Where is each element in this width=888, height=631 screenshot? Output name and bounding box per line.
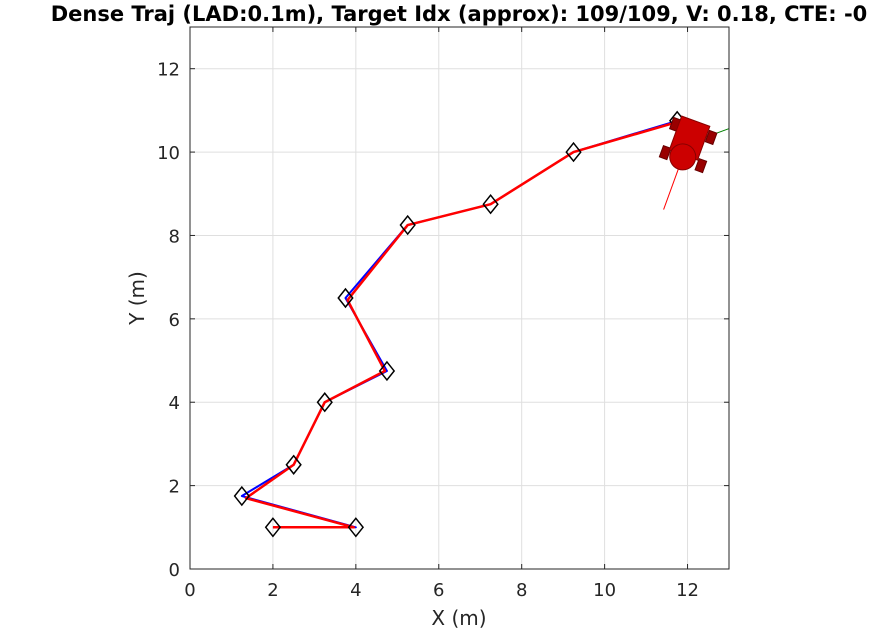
chart-title: Dense Traj (LAD:0.1m), Target Idx (appro… xyxy=(51,2,868,26)
waypoint-marker xyxy=(347,517,365,538)
y-tick-label: 12 xyxy=(157,60,180,81)
y-axis-label: Y (m) xyxy=(125,271,149,326)
vehicle-wheel xyxy=(694,157,708,174)
x-axis-label: X (m) xyxy=(431,606,486,630)
vehicle-wheel xyxy=(658,144,672,161)
y-tick-label: 0 xyxy=(169,560,180,581)
vehicle xyxy=(658,115,718,174)
vehicle-wheel xyxy=(704,129,718,146)
plot-area xyxy=(233,110,729,538)
y-tick-label: 4 xyxy=(169,393,180,414)
y-tick-label: 10 xyxy=(157,143,180,164)
x-tick-label: 10 xyxy=(593,580,616,601)
y-tick-label: 6 xyxy=(169,310,180,331)
waypoint-marker xyxy=(233,485,250,507)
vehicle-front xyxy=(669,143,697,171)
waypoint-marker xyxy=(565,141,582,163)
tick-labels: 0 2 4 6 8 10 12 0 2 4 6 8 10 12 xyxy=(157,60,699,601)
grid-lines xyxy=(189,27,729,570)
waypoint-marker xyxy=(399,214,416,236)
waypoint-marker xyxy=(264,517,282,538)
x-tick-label: 6 xyxy=(433,580,444,601)
axes-border xyxy=(189,26,730,570)
series-line xyxy=(240,119,678,529)
waypoint-marker xyxy=(482,193,499,215)
series-line xyxy=(244,120,678,529)
x-tick-label: 2 xyxy=(267,580,278,601)
waypoint-marker xyxy=(337,287,354,309)
y-tick-label: 8 xyxy=(169,226,180,247)
waypoint-marker xyxy=(316,392,333,413)
x-tick-label: 12 xyxy=(676,580,699,601)
x-tick-label: 8 xyxy=(516,580,527,601)
x-tick-label: 4 xyxy=(350,580,361,601)
waypoint-marker xyxy=(285,454,302,475)
waypoint-marker xyxy=(378,360,396,382)
axes-box xyxy=(189,26,730,570)
x-tick-label: 0 xyxy=(184,580,195,601)
y-tick-label: 2 xyxy=(169,477,180,498)
